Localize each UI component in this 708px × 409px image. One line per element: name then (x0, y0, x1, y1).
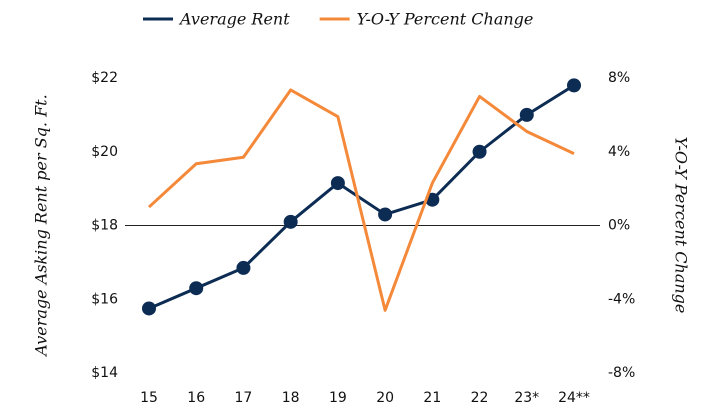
y2-axis-title: Y-O-Y Percent Change (672, 137, 691, 314)
y-axis-title: Average Asking Rent per Sq. Ft. (32, 94, 51, 357)
x-tick-label: 20 (376, 390, 394, 406)
data-point (378, 207, 393, 222)
data-point (283, 214, 298, 229)
y-tick-label: $16 (91, 291, 118, 307)
y-tick-label: $22 (91, 70, 118, 86)
x-tick-label: 15 (140, 390, 158, 406)
series-line (148, 84, 575, 310)
y-tick-label: $14 (91, 365, 118, 381)
y-tick-label: $18 (91, 218, 118, 234)
x-tick-label: 21 (423, 390, 441, 406)
y2-tick-label: 8% (608, 70, 630, 86)
legend-label: Y-O-Y Percent Change (357, 10, 534, 29)
y2-tick-label: 4% (608, 144, 630, 160)
y2-tick-label: 0% (608, 218, 630, 234)
data-point (519, 107, 534, 122)
legend-label: Average Rent (178, 10, 290, 29)
data-point (472, 144, 487, 159)
x-tick-label: 16 (187, 390, 205, 406)
series-line (147, 88, 575, 312)
data-point (142, 301, 156, 316)
x-tick-label: 17 (235, 390, 253, 406)
x-tick-label: 19 (329, 390, 347, 406)
data-point (567, 78, 581, 93)
x-tick-label: 24** (558, 390, 590, 406)
y2-tick-label: -8% (608, 365, 635, 381)
x-tick-label: 18 (282, 390, 300, 406)
x-tick-label: 23* (514, 390, 539, 406)
data-point (330, 176, 345, 191)
data-point (189, 281, 204, 296)
y2-tick-label: -4% (608, 291, 635, 307)
data-point (236, 260, 251, 275)
y-tick-label: $20 (91, 144, 118, 160)
x-tick-label: 22 (471, 390, 489, 406)
